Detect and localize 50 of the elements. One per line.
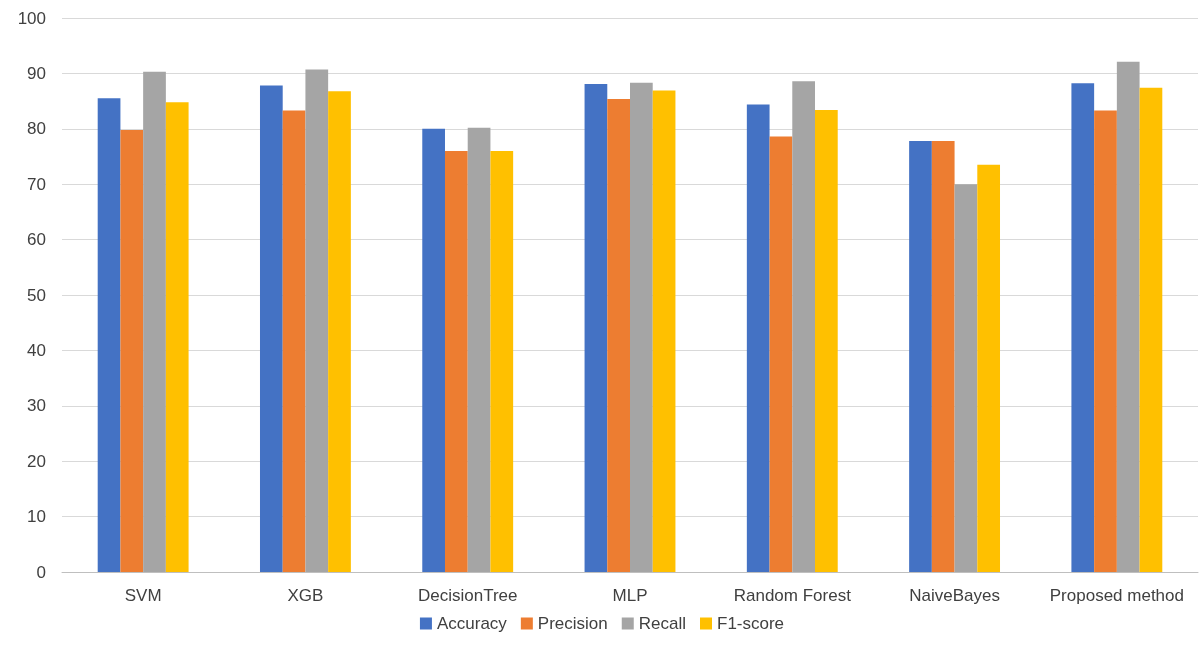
x-tick-label: DecisionTree	[417, 585, 518, 605]
y-tick-label: 10	[27, 507, 46, 527]
legend-label: Precision	[537, 614, 608, 633]
legend-label: Accuracy	[436, 614, 508, 633]
bar	[328, 91, 351, 572]
y-tick-label: 20	[27, 451, 46, 471]
x-tick-label: Proposed method	[1049, 585, 1184, 605]
x-tick-label: SVM	[124, 585, 162, 605]
bar	[1094, 110, 1117, 572]
bar	[490, 150, 514, 572]
bar	[422, 128, 445, 572]
bar	[1139, 87, 1163, 572]
y-tick-label: 90	[27, 63, 46, 83]
x-tick-label: Random Forest	[733, 585, 852, 605]
legend-label: F1-score	[717, 614, 785, 633]
y-tick-label: 70	[27, 174, 46, 194]
bar	[143, 71, 166, 572]
bar	[607, 98, 630, 572]
bar	[652, 90, 676, 572]
bar	[97, 98, 121, 572]
x-tick-label: NaiveBayes	[909, 585, 1000, 605]
bar	[909, 140, 932, 572]
bar	[954, 184, 978, 572]
y-tick-label: 100	[17, 8, 46, 28]
y-tick-label: 0	[36, 562, 46, 582]
bar	[1116, 61, 1140, 572]
bar	[792, 81, 816, 572]
y-tick-label: 80	[27, 119, 46, 139]
bar	[977, 164, 1001, 572]
bar	[815, 109, 838, 572]
y-tick-label: 30	[27, 396, 46, 416]
y-tick-label: 50	[27, 285, 46, 305]
x-tick-label: XGB	[287, 585, 324, 605]
bar	[259, 85, 283, 572]
bar	[584, 83, 608, 572]
bar	[165, 102, 189, 572]
legend-label: Recall	[638, 614, 687, 633]
bar	[1071, 83, 1095, 572]
bar	[444, 150, 468, 572]
bar	[120, 129, 144, 572]
bar	[282, 110, 306, 572]
bar	[467, 127, 491, 572]
bar	[931, 140, 955, 572]
y-tick-label: 40	[27, 340, 46, 360]
bar	[305, 69, 329, 572]
y-tick-label: 60	[27, 230, 46, 250]
x-tick-label: MLP	[612, 585, 648, 605]
bar	[769, 136, 793, 572]
bar	[746, 104, 770, 572]
bar	[630, 82, 653, 572]
